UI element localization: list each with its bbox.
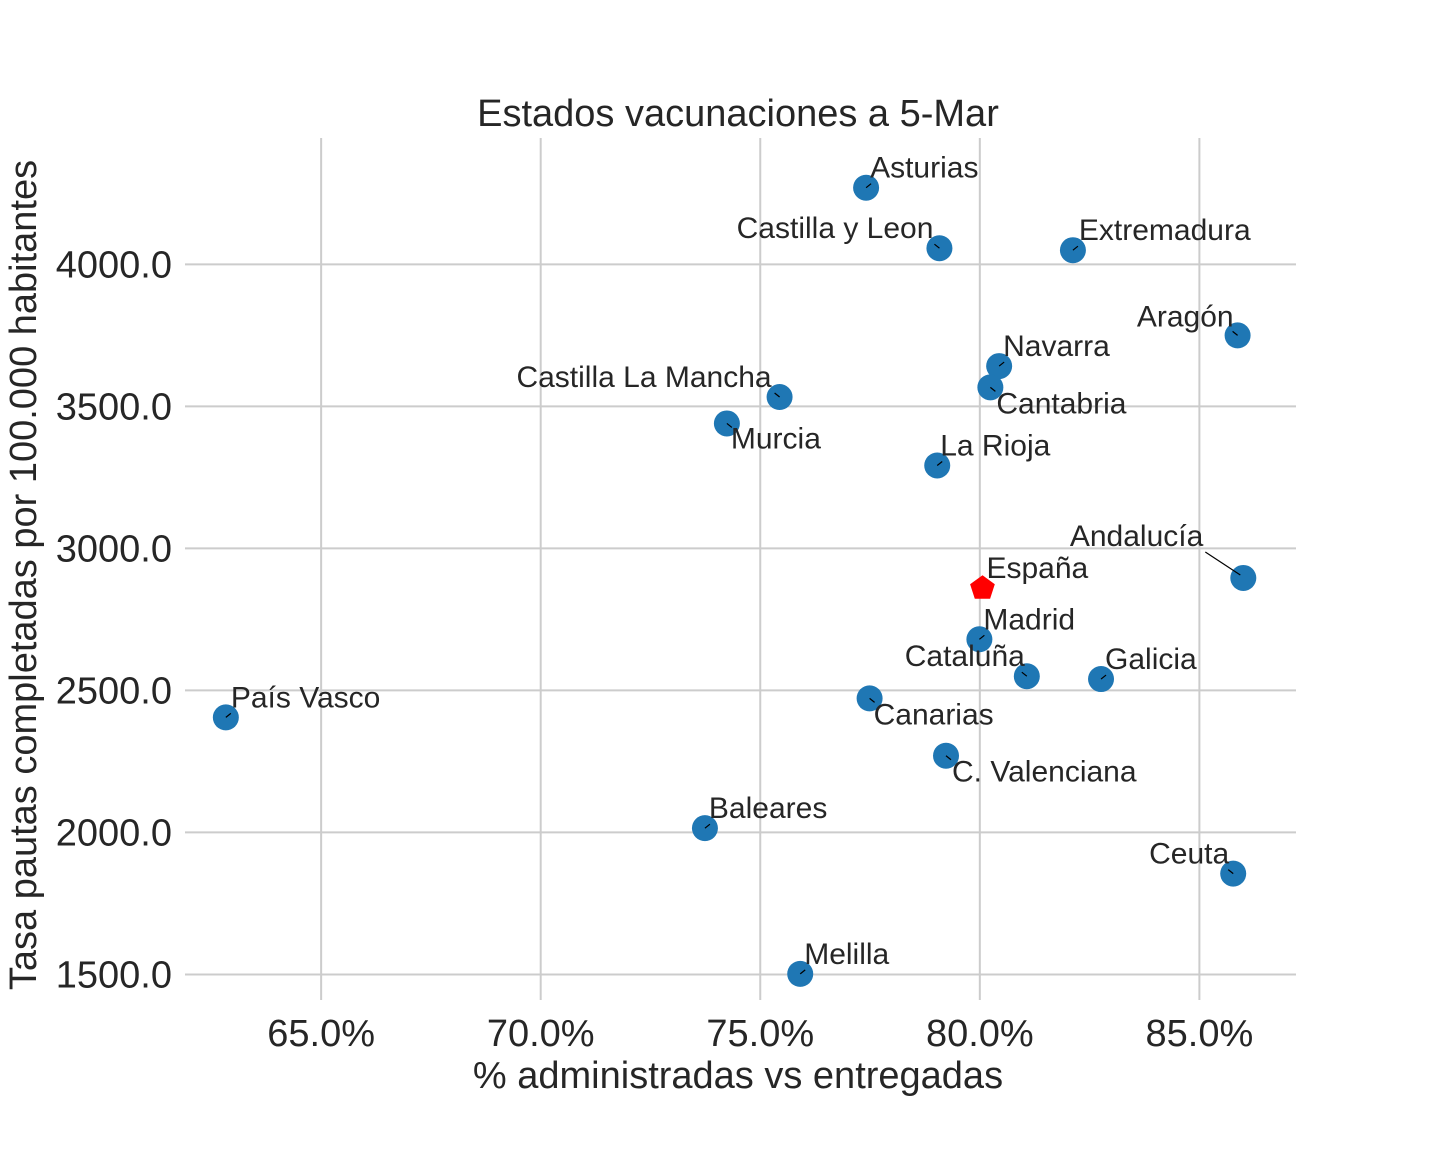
data-points: Asturias Castilla y Leon Extremadura Aragón…	[212, 152, 1257, 987]
data-point-castilla-la-mancha: Castilla La Mancha	[516, 361, 793, 411]
label-leader-line	[869, 697, 875, 703]
label-leader-line	[225, 712, 232, 718]
data-point-galicia: Galicia	[1088, 643, 1197, 693]
label-leader-line	[934, 243, 940, 249]
data-point-c-valenciana: C. Valenciana	[933, 742, 1137, 789]
data-point-murcia: Murcia	[713, 410, 821, 455]
point-label: Murcia	[731, 422, 821, 455]
point-label: Baleares	[709, 792, 827, 825]
highlight-pentagon-marker	[970, 575, 995, 599]
x-tick-label: 65.0%	[267, 1013, 375, 1055]
point-marker	[1230, 564, 1257, 591]
point-label: La Rioja	[940, 429, 1050, 462]
data-point-navarra: Navarra	[986, 330, 1110, 380]
label-leader-line	[1021, 671, 1028, 677]
point-label: Extremadura	[1079, 214, 1251, 247]
label-leader-line	[1227, 869, 1234, 875]
label-leader-line	[704, 823, 711, 829]
data-point-castilla-y-leon: Castilla y Leon	[737, 212, 953, 262]
point-label: España	[986, 552, 1088, 585]
grid	[185, 138, 1296, 1000]
label-leader-line	[998, 361, 1005, 367]
x-axis-label: % administradas vs entregadas	[473, 1055, 1003, 1097]
point-label: Aragón	[1137, 300, 1234, 333]
point-label: Castilla La Mancha	[516, 361, 771, 394]
label-leader-line	[799, 969, 806, 975]
label-leader-line	[726, 422, 733, 428]
data-point-baleares: Baleares	[691, 792, 827, 842]
y-axis-label: Tasa pautas completadas por 100.000 habi…	[3, 160, 45, 990]
data-point-espana: España	[970, 552, 1089, 599]
data-point-la-rioja: La Rioja	[924, 429, 1051, 479]
label-leader-line	[1072, 245, 1079, 251]
y-tick-label: 1500.0	[56, 954, 172, 996]
point-label: Cantabria	[996, 387, 1126, 420]
label-leader-line	[936, 461, 943, 466]
y-tick-label: 3500.0	[56, 386, 172, 428]
label-leader-line	[989, 386, 996, 392]
label-leader-line	[865, 183, 872, 189]
chart-title: Estados vacunaciones a 5-Mar	[477, 93, 999, 135]
data-point-extremadura: Extremadura	[1059, 214, 1251, 264]
point-label: País Vasco	[231, 681, 381, 714]
point-label: Castilla y Leon	[737, 212, 934, 245]
y-tick-label: 2000.0	[56, 812, 172, 854]
point-label: Asturias	[870, 152, 978, 185]
point-label: Andalucía	[1070, 520, 1204, 553]
data-point-andalucia: Andalucía	[1070, 520, 1257, 591]
data-point-cantabria: Cantabria	[977, 374, 1127, 420]
data-point-cataluna: Cataluña	[905, 640, 1040, 690]
data-point-madrid: Madrid	[966, 603, 1075, 653]
x-axis-ticks: 65.0% 70.0% 75.0% 80.0% 85.0%	[267, 1013, 1253, 1055]
label-leader-line	[1100, 674, 1107, 680]
data-point-canarias: Canarias	[856, 685, 994, 731]
y-axis-ticks: 1500.0 2000.0 2500.0 3000.0 3500.0 4000.0	[56, 244, 172, 996]
data-point-pais-vasco: País Vasco	[212, 681, 381, 731]
x-tick-label: 85.0%	[1146, 1013, 1254, 1055]
point-label: Melilla	[804, 938, 889, 971]
x-tick-label: 75.0%	[706, 1013, 814, 1055]
point-label: Canarias	[874, 698, 994, 731]
data-point-asturias: Asturias	[853, 152, 978, 201]
label-leader-line	[1232, 330, 1238, 336]
y-tick-label: 4000.0	[56, 244, 172, 286]
point-label: Madrid	[983, 603, 1075, 636]
point-label: Ceuta	[1149, 838, 1229, 871]
x-tick-label: 70.0%	[487, 1013, 595, 1055]
point-label: Galicia	[1105, 643, 1197, 676]
label-leader-line	[1204, 551, 1241, 576]
point-label: Navarra	[1003, 330, 1110, 363]
x-tick-label: 80.0%	[926, 1013, 1034, 1055]
label-leader-line	[979, 634, 985, 640]
label-leader-line	[774, 392, 780, 398]
data-point-aragon: Aragón	[1137, 300, 1251, 349]
label-leader-line	[945, 755, 952, 761]
y-tick-label: 2500.0	[56, 670, 172, 712]
data-point-ceuta: Ceuta	[1149, 838, 1247, 887]
y-tick-label: 3000.0	[56, 528, 172, 570]
data-point-melilla: Melilla	[787, 938, 890, 987]
point-label: Cataluña	[905, 640, 1025, 673]
point-label: C. Valenciana	[952, 756, 1137, 789]
